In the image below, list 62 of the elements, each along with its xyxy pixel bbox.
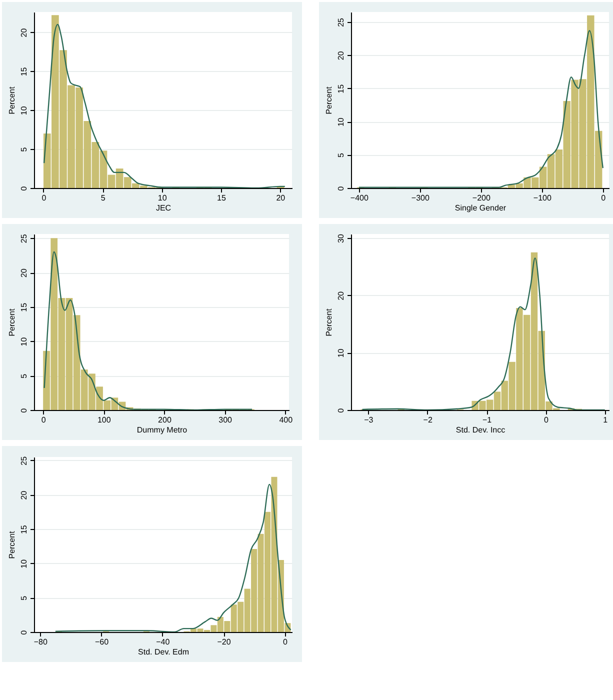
y-axis-title: Percent [324,308,334,336]
x-tick-label: 20 [276,194,286,202]
y-tick-label: 25 [20,234,28,244]
y-tick-label: 25 [336,17,346,27]
y-tick-label: 20 [20,490,28,500]
y-tick-label: 0 [20,630,28,635]
y-tick-label: 15 [20,302,28,312]
x-axis-title: JEC [156,204,172,212]
x-tick-label: −2 [423,416,433,424]
y-tick-label: 20 [20,28,28,38]
x-axis-title: Dummy Metro [136,426,188,434]
x-tick-label: −80 [34,638,48,646]
x-tick-label: −60 [94,638,110,646]
x-tick-label: −200 [472,194,491,202]
y-tick-label: 15 [20,66,28,76]
x-tick-label: 300 [218,416,233,424]
y-tick-label: 0 [336,408,346,413]
y-tick-label: 10 [20,558,28,568]
x-tick-label: 5 [100,194,106,202]
y-tick-label: 5 [20,595,28,600]
x-axis-title: Std. Dev. Edm [138,648,190,656]
x-tick-label: 15 [217,194,226,202]
x-tick-label: −3 [364,416,374,424]
y-tick-label: 10 [336,348,346,358]
y-tick-label: 10 [20,336,28,346]
x-axis-title: Std. Dev. Incc [456,426,506,434]
y-tick-label: 10 [336,117,346,127]
y-tick-label: 15 [336,84,346,94]
x-tick-label: −1 [482,416,492,424]
y-axis-title: Percent [8,530,16,559]
y-tick-label: 30 [336,234,346,243]
x-tick-label: −400 [350,194,369,202]
y-axis-title: Percent [8,308,16,336]
y-axis-title: Percent [324,86,334,114]
y-tick-label: 20 [336,290,346,300]
x-tick-label: −300 [411,194,430,202]
y-tick-label: 5 [336,152,346,158]
x-tick-label: 0 [544,416,549,424]
x-tick-label: 100 [97,416,112,424]
x-tick-label: 0 [42,194,47,202]
y-tick-label: 10 [20,106,28,116]
x-axis-title: Single Gender [454,204,506,212]
y-tick-label: 20 [20,268,28,278]
x-tick-label: 400 [279,416,294,424]
x-tick-label: 10 [158,194,168,202]
x-tick-label: 0 [282,638,288,646]
x-tick-label: 0 [601,194,606,202]
x-tick-label: −40 [156,638,170,646]
x-tick-label: −100 [533,194,552,202]
y-tick-label: 5 [20,146,28,152]
y-tick-label: 20 [336,50,346,60]
x-tick-label: 1 [603,416,608,424]
y-tick-label: 25 [20,456,28,466]
y-axis-title: Percent [8,86,16,114]
y-tick-label: 5 [20,373,28,378]
x-tick-label: 200 [158,416,172,424]
y-tick-label: 0 [336,186,346,191]
x-tick-label: −20 [217,638,232,646]
y-tick-label: 0 [20,408,28,413]
x-tick-label: 0 [41,416,46,424]
y-tick-label: 0 [20,186,28,191]
y-tick-label: 15 [20,524,28,534]
